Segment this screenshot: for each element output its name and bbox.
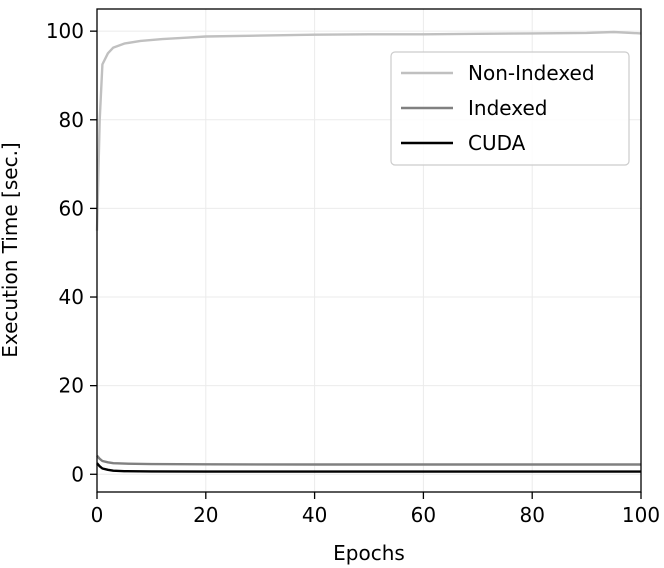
y-tick-label: 0 xyxy=(71,462,84,486)
x-tick-label: 100 xyxy=(622,503,660,527)
y-tick-label: 80 xyxy=(59,108,84,132)
series-line-non-indexed xyxy=(95,30,642,231)
legend-label-non-indexed: Non-Indexed xyxy=(468,61,595,85)
series-line-indexed xyxy=(96,454,641,466)
x-tick-label: 60 xyxy=(411,503,436,527)
series-line-cuda xyxy=(96,462,641,473)
x-axis-label: Epochs xyxy=(333,541,405,565)
y-axis-label: Execution Time [sec.] xyxy=(0,142,22,358)
legend-box xyxy=(390,51,630,166)
x-tick-label: 40 xyxy=(302,503,327,527)
legend-label-indexed: Indexed xyxy=(468,96,547,120)
legend: Non-Indexed Indexed CUDA xyxy=(390,51,630,166)
plot-frame xyxy=(96,8,642,493)
legend-label-cuda: CUDA xyxy=(468,131,526,155)
y-tick-label: 100 xyxy=(46,19,84,43)
x-axis-ticks: 0 20 40 60 80 100 xyxy=(91,492,660,527)
y-tick-label: 20 xyxy=(59,374,84,398)
series-lines xyxy=(95,30,642,473)
x-tick-label: 80 xyxy=(519,503,544,527)
x-tick-label: 0 xyxy=(91,503,104,527)
y-tick-label: 40 xyxy=(59,285,84,309)
y-tick-label: 60 xyxy=(59,196,84,220)
x-tick-label: 20 xyxy=(193,503,218,527)
y-axis-ticks: 0 20 40 60 80 100 xyxy=(46,19,97,486)
